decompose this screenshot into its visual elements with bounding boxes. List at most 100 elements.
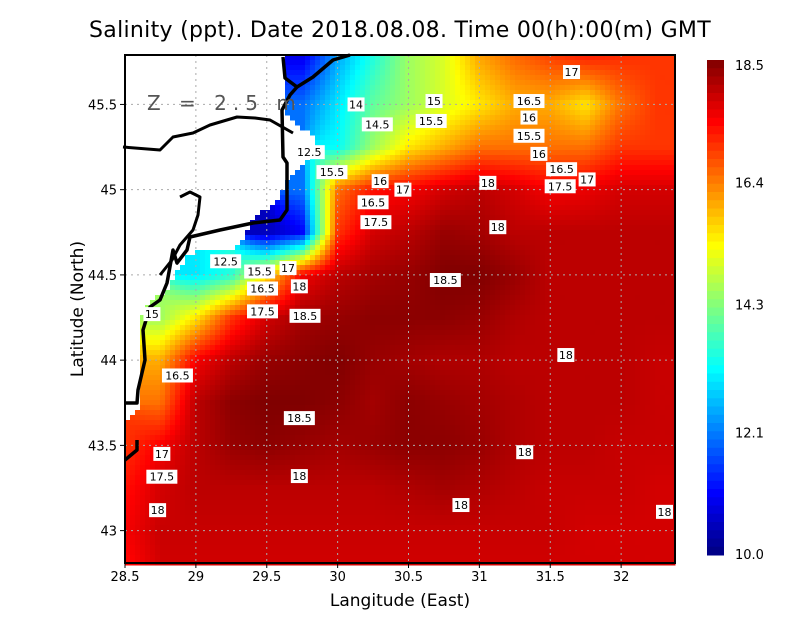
heatmap-cell — [350, 135, 356, 141]
heatmap-cell — [435, 75, 441, 81]
heatmap-cell — [400, 65, 406, 71]
heatmap-cell — [605, 310, 611, 316]
heatmap-cell — [345, 125, 351, 131]
heatmap-cell — [495, 165, 501, 171]
heatmap-cell — [385, 60, 391, 66]
heatmap-cell — [320, 280, 326, 286]
heatmap-cell — [460, 300, 466, 306]
heatmap-cell — [355, 125, 361, 131]
heatmap-cell — [565, 300, 571, 306]
heatmap-cell — [480, 170, 486, 176]
heatmap-cell — [605, 210, 611, 216]
heatmap-cell — [605, 95, 611, 101]
heatmap-cell — [620, 245, 626, 251]
heatmap-cell — [315, 65, 321, 71]
heatmap-cell — [385, 135, 391, 141]
heatmap-cell — [570, 230, 576, 236]
heatmap-cell — [515, 260, 521, 266]
heatmap-cell — [185, 330, 191, 336]
heatmap-cell — [175, 270, 181, 276]
heatmap-cell — [325, 320, 331, 326]
heatmap-cell — [290, 70, 296, 76]
heatmap-cell — [295, 55, 301, 61]
heatmap-cell — [310, 300, 316, 306]
heatmap-cell — [660, 150, 666, 156]
heatmap-cell — [500, 130, 506, 136]
heatmap-cell — [645, 60, 651, 66]
heatmap-cell — [500, 195, 506, 201]
heatmap-cell — [365, 295, 371, 301]
heatmap-cell — [395, 170, 401, 176]
heatmap-cell — [525, 145, 531, 151]
heatmap-cell — [320, 75, 326, 81]
heatmap-cell — [325, 335, 331, 341]
heatmap-cell — [525, 305, 531, 311]
heatmap-cell — [325, 220, 331, 226]
heatmap-cell — [475, 265, 481, 271]
heatmap-cell — [395, 230, 401, 236]
heatmap-cell — [600, 165, 606, 171]
heatmap-cell — [400, 75, 406, 81]
heatmap-cell — [665, 185, 671, 191]
heatmap-cell — [315, 190, 321, 196]
heatmap-cell — [405, 330, 411, 336]
heatmap-cell — [245, 325, 251, 331]
heatmap-cell — [380, 60, 386, 66]
heatmap-cell — [540, 215, 546, 221]
heatmap-cell — [275, 250, 281, 256]
heatmap-cell — [445, 115, 451, 121]
heatmap-cell — [530, 340, 536, 346]
heatmap-cell — [515, 315, 521, 321]
heatmap-cell — [500, 165, 506, 171]
heatmap-cell — [450, 95, 456, 101]
heatmap-cell — [615, 305, 621, 311]
heatmap-cell — [230, 295, 236, 301]
heatmap-cell — [150, 320, 156, 326]
heatmap-cell — [280, 300, 286, 306]
heatmap-cell — [445, 180, 451, 186]
heatmap-cell — [565, 230, 571, 236]
heatmap-cell — [385, 160, 391, 166]
heatmap-cell — [560, 245, 566, 251]
heatmap-cell — [500, 90, 506, 96]
heatmap-cell — [445, 75, 451, 81]
heatmap-cell — [390, 165, 396, 171]
heatmap-cell — [225, 275, 231, 281]
heatmap-cell — [450, 310, 456, 316]
heatmap-cell — [615, 190, 621, 196]
heatmap-cell — [630, 70, 636, 76]
heatmap-cell — [305, 305, 311, 311]
heatmap-cell — [625, 85, 631, 91]
heatmap-cell — [505, 285, 511, 291]
heatmap-cell — [665, 300, 671, 306]
heatmap-cell — [465, 250, 471, 256]
heatmap-cell — [470, 160, 476, 166]
heatmap-cell — [315, 295, 321, 301]
heatmap-cell — [375, 260, 381, 266]
heatmap-cell — [465, 195, 471, 201]
heatmap-cell — [480, 215, 486, 221]
heatmap-cell — [410, 275, 416, 281]
heatmap-cell — [355, 320, 361, 326]
heatmap-cell — [605, 330, 611, 336]
heatmap-cell — [665, 250, 671, 256]
heatmap-cell — [560, 75, 566, 81]
heatmap-cell — [330, 245, 336, 251]
heatmap-cell — [165, 300, 171, 306]
heatmap-cell — [540, 160, 546, 166]
heatmap-cell — [330, 270, 336, 276]
heatmap-cell — [445, 155, 451, 161]
heatmap-cell — [500, 260, 506, 266]
heatmap-cell — [530, 160, 536, 166]
heatmap-cell — [320, 335, 326, 341]
heatmap-cell — [475, 240, 481, 246]
heatmap-cell — [505, 130, 511, 136]
heatmap-cell — [335, 145, 341, 151]
heatmap-cell — [590, 240, 596, 246]
heatmap-cell — [310, 85, 316, 91]
heatmap-cell — [645, 305, 651, 311]
heatmap-cell — [645, 210, 651, 216]
heatmap-cell — [445, 190, 451, 196]
heatmap-cell — [490, 65, 496, 71]
heatmap-cell — [455, 120, 461, 126]
